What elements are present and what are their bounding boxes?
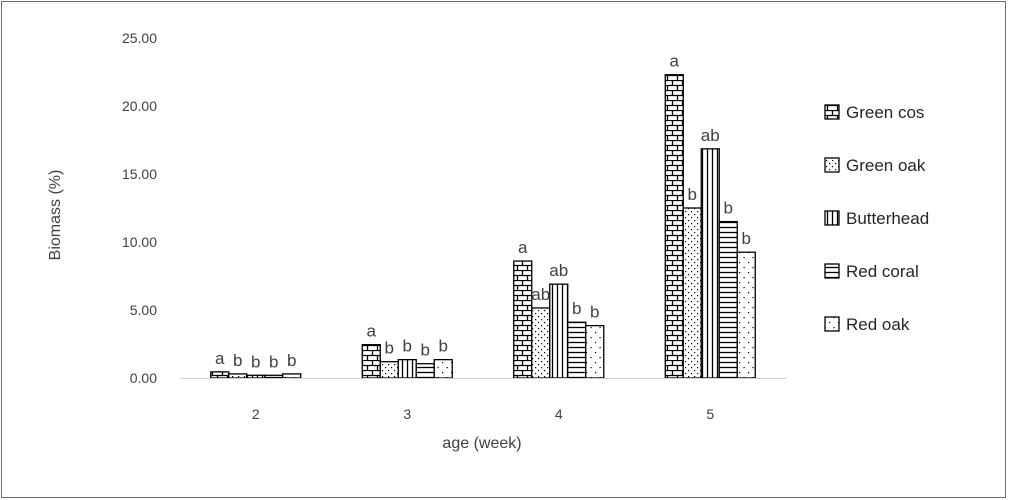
significance-letter: b [688, 185, 697, 204]
significance-letter: ab [701, 126, 720, 145]
legend-swatch-red-oak [824, 316, 840, 332]
significance-letter: ab [549, 261, 568, 280]
bar-green-cos-week-2 [210, 371, 230, 379]
x-tick-label: 4 [555, 406, 563, 422]
bar-red-oak-week-3 [433, 358, 453, 379]
significance-letter: b [385, 339, 394, 358]
bar-butterhead-week-5 [700, 148, 720, 379]
legend-label: Red oak [846, 315, 910, 334]
significance-letter: b [742, 229, 751, 248]
significance-letter: a [518, 238, 528, 257]
bar-red-coral-week-2 [264, 374, 284, 379]
bar-red-oak-week-5 [736, 251, 756, 379]
bars-layer [210, 74, 756, 379]
y-tick-label: 5.00 [130, 302, 157, 318]
significance-letter: a [670, 52, 680, 71]
y-tick-label: 10.00 [122, 234, 157, 250]
significance-letter: b [251, 352, 260, 371]
bar-green-cos-week-4 [513, 260, 533, 379]
legend: Green cos Green oak Butterhead Red coral Red… [824, 103, 929, 334]
legend-swatch-red-coral [824, 263, 840, 279]
significance-letter: b [439, 337, 448, 356]
bar-red-oak-week-4 [585, 324, 605, 379]
x-tick-label: 3 [403, 406, 411, 422]
x-tick-label: 5 [706, 406, 714, 422]
bar-red-oak-week-2 [282, 373, 302, 379]
bar-green-oak-week-4 [531, 307, 551, 379]
bar-red-coral-week-3 [415, 363, 435, 379]
bar-green-cos-week-3 [361, 344, 381, 379]
y-tick-label: 20.00 [122, 98, 157, 114]
legend-label: Green oak [846, 156, 926, 175]
significance-letter: a [367, 322, 377, 341]
significance-letter: b [572, 299, 581, 318]
x-tick-label: 2 [252, 406, 260, 422]
bar-green-oak-week-5 [682, 207, 702, 379]
legend-label: Green cos [846, 103, 924, 122]
y-tick-label: 25.00 [122, 30, 157, 46]
significance-letter: b [269, 352, 278, 371]
significance-letter: b [287, 351, 296, 370]
bar-red-coral-week-4 [567, 321, 587, 379]
y-tick-label: 0.00 [130, 370, 157, 386]
y-tick-label: 15.00 [122, 166, 157, 182]
legend-swatch-green-oak [824, 157, 840, 173]
legend-swatch-green-cos [824, 104, 840, 120]
significance-letter: a [215, 349, 225, 368]
significance-letter: ab [531, 285, 550, 304]
significance-letter: b [233, 351, 242, 370]
legend-label: Red coral [846, 262, 919, 281]
significance-letter: b [403, 337, 412, 356]
bar-butterhead-week-2 [246, 374, 266, 379]
x-axis-ticks: 2 3 4 5 [252, 406, 715, 422]
x-axis-label: age (week) [442, 435, 521, 452]
bar-green-cos-week-5 [664, 74, 684, 379]
y-axis-label: Biomass (%) [47, 170, 64, 261]
significance-letter: b [421, 341, 430, 360]
bar-red-coral-week-5 [718, 220, 738, 379]
legend-swatch-butterhead [824, 210, 840, 226]
legend-label: Butterhead [846, 209, 929, 228]
bar-green-oak-week-2 [228, 373, 248, 379]
bar-green-oak-week-3 [379, 361, 399, 379]
significance-letter: b [724, 199, 733, 218]
y-axis-ticks: 0.00 5.00 10.00 15.00 20.00 25.00 [122, 30, 157, 386]
bar-butterhead-week-3 [397, 358, 417, 379]
significance-letter: b [590, 303, 599, 322]
bar-butterhead-week-4 [549, 283, 569, 379]
